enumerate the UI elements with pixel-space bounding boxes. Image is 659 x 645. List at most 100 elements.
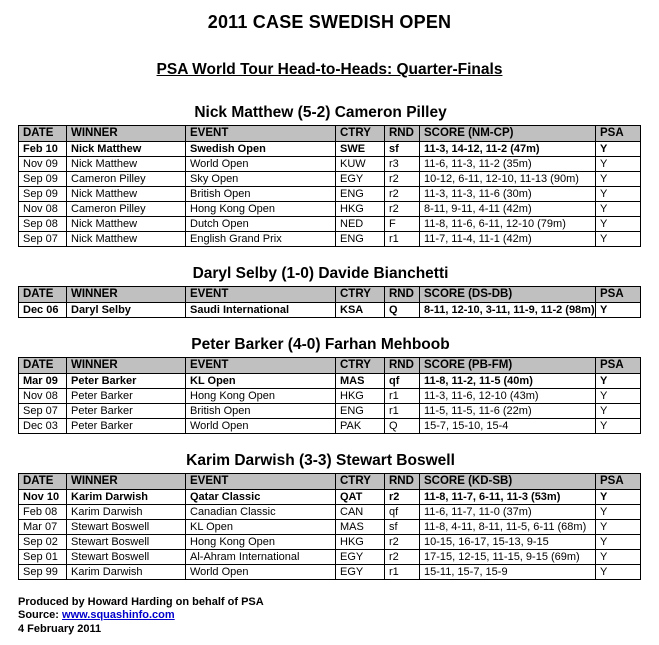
- cell-rnd: sf: [384, 141, 420, 157]
- cell-ctry: EGY: [335, 171, 385, 187]
- cell-rnd: qf: [384, 504, 420, 520]
- cell-rnd: r2: [384, 201, 420, 217]
- cell-rnd: Q: [384, 302, 420, 318]
- cell-psa: Y: [595, 388, 641, 404]
- cell-winner: Karim Darwish: [66, 564, 186, 580]
- cell-psa: Y: [595, 171, 641, 187]
- cell-date: Sep 09: [18, 186, 67, 202]
- match-title: Peter Barker (4-0) Farhan Mehboob: [191, 336, 450, 353]
- column-header-score: SCORE (KD-SB): [419, 473, 596, 490]
- column-header-rnd: RND: [384, 125, 420, 142]
- cell-winner: Daryl Selby: [66, 302, 186, 318]
- cell-ctry: ENG: [335, 231, 385, 247]
- column-header-rnd: RND: [384, 357, 420, 374]
- cell-date: Sep 99: [18, 564, 67, 580]
- cell-event: World Open: [185, 156, 336, 172]
- column-header-date: DATE: [18, 473, 67, 490]
- column-header-event: EVENT: [185, 357, 336, 374]
- cell-event: World Open: [185, 564, 336, 580]
- cell-date: Mar 07: [18, 519, 67, 535]
- cell-score: 11-3, 11-3, 11-6 (30m): [419, 186, 596, 202]
- cell-date: Nov 08: [18, 388, 67, 404]
- cell-ctry: EGY: [335, 564, 385, 580]
- cell-score: 15-11, 15-7, 15-9: [419, 564, 596, 580]
- cell-winner: Stewart Boswell: [66, 519, 186, 535]
- column-header-psa: PSA: [595, 357, 641, 374]
- cell-date: Nov 08: [18, 201, 67, 217]
- cell-score: 17-15, 12-15, 11-15, 9-15 (69m): [419, 549, 596, 565]
- cell-score: 8-11, 9-11, 4-11 (42m): [419, 201, 596, 217]
- cell-ctry: MAS: [335, 373, 385, 389]
- cell-psa: Y: [595, 231, 641, 247]
- cell-rnd: F: [384, 216, 420, 232]
- table-row: Sep 07 Nick Matthew English Grand Prix ENG r…: [18, 231, 641, 247]
- head-to-head-table: DATE WINNER EVENT CTRY RND SCORE (PB-FM) PSA Ma…: [18, 357, 641, 434]
- cell-event: Canadian Classic: [185, 504, 336, 520]
- cell-score: 11-6, 11-3, 11-2 (35m): [419, 156, 596, 172]
- column-header-ctry: CTRY: [335, 357, 385, 374]
- cell-psa: Y: [595, 201, 641, 217]
- cell-ctry: MAS: [335, 519, 385, 535]
- cell-winner: Karim Darwish: [66, 489, 186, 505]
- table-row: Sep 07 Peter Barker British Open ENG r1 11-5,…: [18, 403, 641, 419]
- table-row: Sep 09 Cameron Pilley Sky Open EGY r2 10-12, …: [18, 171, 641, 187]
- cell-rnd: Q: [384, 418, 420, 434]
- cell-rnd: r1: [384, 388, 420, 404]
- cell-date: Feb 08: [18, 504, 67, 520]
- cell-event: Hong Kong Open: [185, 388, 336, 404]
- cell-winner: Stewart Boswell: [66, 549, 186, 565]
- cell-event: Al-Ahram International: [185, 549, 336, 565]
- column-header-score: SCORE (PB-FM): [419, 357, 596, 374]
- column-header-ctry: CTRY: [335, 286, 385, 303]
- cell-ctry: CAN: [335, 504, 385, 520]
- cell-date: Sep 02: [18, 534, 67, 550]
- source-link[interactable]: www.squashinfo.com: [62, 609, 175, 621]
- cell-event: English Grand Prix: [185, 231, 336, 247]
- cell-psa: Y: [595, 504, 641, 520]
- column-header-winner: WINNER: [66, 125, 186, 142]
- column-header-event: EVENT: [185, 286, 336, 303]
- column-header-ctry: CTRY: [335, 473, 385, 490]
- cell-date: Sep 07: [18, 231, 67, 247]
- cell-winner: Karim Darwish: [66, 504, 186, 520]
- cell-date: Sep 01: [18, 549, 67, 565]
- head-to-head-section: Daryl Selby (1-0) Davide Bianchetti DATE W…: [0, 264, 659, 318]
- cell-rnd: r2: [384, 549, 420, 565]
- cell-score: 10-12, 6-11, 12-10, 11-13 (90m): [419, 171, 596, 187]
- table-row: Mar 07 Stewart Boswell KL Open MAS sf 11-8, 4…: [18, 519, 641, 535]
- column-header-psa: PSA: [595, 125, 641, 142]
- cell-score: 11-3, 14-12, 11-2 (47m): [419, 141, 596, 157]
- cell-score: 11-5, 11-5, 11-6 (22m): [419, 403, 596, 419]
- cell-psa: Y: [595, 418, 641, 434]
- cell-psa: Y: [595, 156, 641, 172]
- cell-event: Qatar Classic: [185, 489, 336, 505]
- table-row: Feb 10 Nick Matthew Swedish Open SWE sf 11-3,…: [18, 141, 641, 157]
- column-header-date: DATE: [18, 286, 67, 303]
- cell-psa: Y: [595, 141, 641, 157]
- cell-date: Mar 09: [18, 373, 67, 389]
- cell-score: 8-11, 12-10, 3-11, 11-9, 11-2 (98m): [419, 302, 596, 318]
- column-header-date: DATE: [18, 357, 67, 374]
- table-header-row: DATE WINNER EVENT CTRY RND SCORE (PB-FM) PSA: [18, 357, 641, 374]
- column-header-rnd: RND: [384, 286, 420, 303]
- page-title: 2011 CASE SWEDISH OPEN: [207, 12, 452, 32]
- cell-rnd: r1: [384, 403, 420, 419]
- footer-source-line: Source: www.squashinfo.com: [18, 609, 264, 623]
- cell-score: 11-8, 11-7, 6-11, 11-3 (53m): [419, 489, 596, 505]
- head-to-head-table: DATE WINNER EVENT CTRY RND SCORE (DS-DB) PSA De…: [18, 286, 641, 318]
- cell-psa: Y: [595, 373, 641, 389]
- cell-winner: Peter Barker: [66, 388, 186, 404]
- column-header-rnd: RND: [384, 473, 420, 490]
- column-header-event: EVENT: [185, 473, 336, 490]
- cell-event: Hong Kong Open: [185, 534, 336, 550]
- column-header-winner: WINNER: [66, 286, 186, 303]
- cell-ctry: KUW: [335, 156, 385, 172]
- cell-winner: Cameron Pilley: [66, 171, 186, 187]
- table-row: Nov 10 Karim Darwish Qatar Classic QAT r2 11-…: [18, 489, 641, 505]
- cell-winner: Cameron Pilley: [66, 201, 186, 217]
- table-row: Nov 09 Nick Matthew World Open KUW r3 11-6, 1…: [18, 156, 641, 172]
- cell-score: 11-8, 4-11, 8-11, 11-5, 6-11 (68m): [419, 519, 596, 535]
- column-header-event: EVENT: [185, 125, 336, 142]
- column-header-score: SCORE (DS-DB): [419, 286, 596, 303]
- cell-ctry: QAT: [335, 489, 385, 505]
